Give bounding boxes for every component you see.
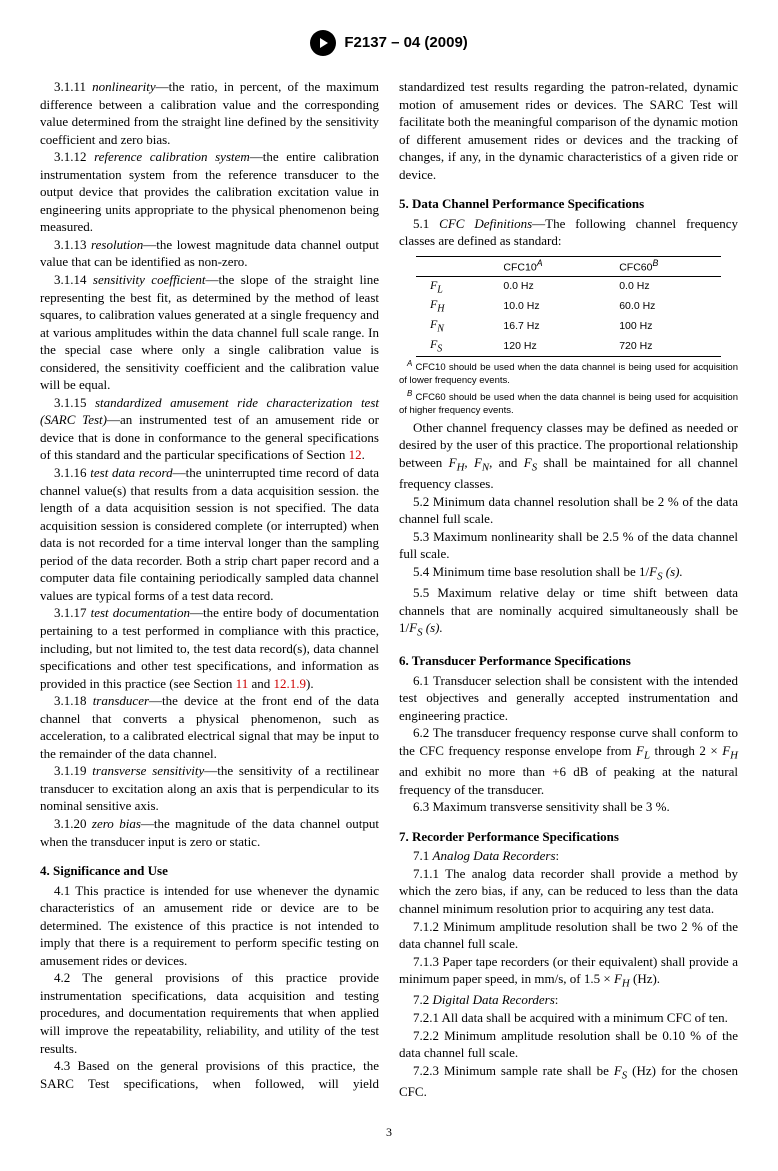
para-6-3: 6.3 Maximum transverse sensitivity shall…	[399, 798, 738, 816]
para-5-5: 5.5 Maximum relative delay or time shift…	[399, 584, 738, 640]
def-3-1-18: 3.1.18 transducer—the device at the fron…	[40, 692, 379, 762]
para-7-1-2: 7.1.2 Minimum amplitude resolution shall…	[399, 918, 738, 953]
link-12-1-9[interactable]: 12.1.9	[273, 676, 306, 691]
table-row: FS120 Hz720 Hz	[416, 336, 721, 356]
page-number: 3	[40, 1124, 738, 1140]
footnote-a: A CFC10 should be used when the data cha…	[399, 359, 738, 388]
def-3-1-12: 3.1.12 reference calibration system—the …	[40, 148, 379, 236]
section-6-head: 6. Transducer Performance Specifications	[399, 652, 738, 670]
def-3-1-19: 3.1.19 transverse sensitivity—the sensit…	[40, 762, 379, 815]
def-3-1-15: 3.1.15 standardized amusement ride chara…	[40, 394, 379, 464]
body-columns: 3.1.11 nonlinearity—the ratio, in percen…	[40, 78, 738, 1100]
cfc-table: CFC10A CFC60B FL0.0 Hz0.0 HzFH10.0 Hz60.…	[399, 256, 738, 357]
para-6-1: 6.1 Transducer selection shall be consis…	[399, 672, 738, 725]
para-5-1: 5.1 CFC Definitions—The following channe…	[399, 215, 738, 250]
link-section-11[interactable]: 11	[236, 676, 249, 691]
para-5-3: 5.3 Maximum nonlinearity shall be 2.5 % …	[399, 528, 738, 563]
page-header: F2137 – 04 (2009)	[40, 30, 738, 56]
def-3-1-11: 3.1.11 nonlinearity—the ratio, in percen…	[40, 78, 379, 148]
table-row: FN16.7 Hz100 Hz	[416, 316, 721, 336]
para-5-4: 5.4 Minimum time base resolution shall b…	[399, 563, 738, 584]
para-7-1-3: 7.1.3 Paper tape recorders (or their equ…	[399, 953, 738, 992]
section-7-head: 7. Recorder Performance Specifications	[399, 828, 738, 846]
designation: F2137 – 04 (2009)	[344, 34, 467, 51]
para-7-2-3: 7.2.3 Minimum sample rate shall be FS (H…	[399, 1062, 738, 1101]
def-3-1-13: 3.1.13 resolution—the lowest magnitude d…	[40, 236, 379, 271]
para-7-1-1: 7.1.1 The analog data recorder shall pro…	[399, 865, 738, 918]
para-5-1-other: Other channel frequency classes may be d…	[399, 419, 738, 493]
def-3-1-14: 3.1.14 sensitivity coefficient—the slope…	[40, 271, 379, 394]
table-row: FH10.0 Hz60.0 Hz	[416, 296, 721, 316]
link-section-12[interactable]: 12	[349, 447, 362, 462]
para-7-2-2: 7.2.2 Minimum amplitude resolution shall…	[399, 1027, 738, 1062]
section-5-head: 5. Data Channel Performance Specificatio…	[399, 195, 738, 213]
para-4-2: 4.2 The general provisions of this pract…	[40, 969, 379, 1057]
def-3-1-20: 3.1.20 zero bias—the magnitude of the da…	[40, 815, 379, 850]
section-4-head: 4. Significance and Use	[40, 862, 379, 880]
astm-logo-icon	[310, 30, 336, 56]
def-3-1-16: 3.1.16 test data record—the uninterrupte…	[40, 464, 379, 604]
para-6-2: 6.2 The transducer frequency response cu…	[399, 724, 738, 798]
para-7-2: 7.2 Digital Data Recorders:	[399, 991, 738, 1009]
para-4-1: 4.1 This practice is intended for use wh…	[40, 882, 379, 970]
def-3-1-17: 3.1.17 test documentation—the entire bod…	[40, 604, 379, 692]
para-5-2: 5.2 Minimum data channel resolution shal…	[399, 493, 738, 528]
para-7-1: 7.1 Analog Data Recorders:	[399, 847, 738, 865]
para-7-2-1: 7.2.1 All data shall be acquired with a …	[399, 1009, 738, 1027]
table-row: FL0.0 Hz0.0 Hz	[416, 276, 721, 296]
footnote-b: B CFC60 should be used when the data cha…	[399, 389, 738, 418]
